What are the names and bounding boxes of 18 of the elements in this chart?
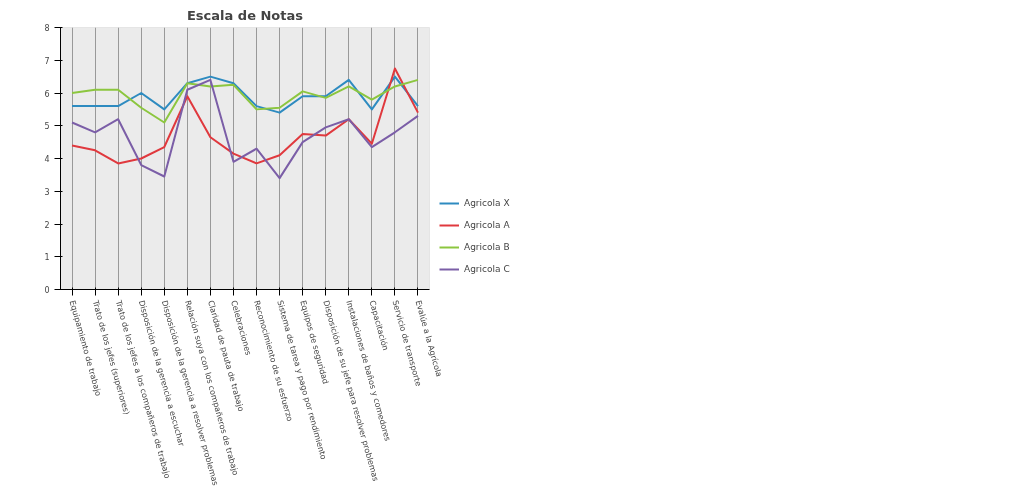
line-series — [71, 67, 419, 165]
legend-label: Agricola X — [464, 198, 510, 208]
legend-label: Agricola A — [464, 220, 510, 230]
line-series — [71, 78, 419, 180]
y-tick-label: 8 — [44, 24, 50, 33]
y-tick-label: 2 — [44, 220, 50, 230]
y-tick-label: 0 — [44, 286, 50, 295]
legend-label: Agricola C — [464, 264, 510, 274]
chart-title: Escala de Notas — [186, 7, 304, 23]
y-tick-label: 4 — [44, 155, 50, 164]
line-series — [71, 78, 419, 124]
y-tick-label: 3 — [44, 187, 50, 197]
y-tick-label: 1 — [44, 253, 50, 263]
line-series — [71, 75, 419, 114]
y-tick-label: 5 — [44, 122, 50, 132]
y-tick-label: 7 — [44, 56, 50, 66]
legend-label: Agricola B — [464, 242, 510, 252]
y-tick-label: 6 — [44, 89, 50, 99]
